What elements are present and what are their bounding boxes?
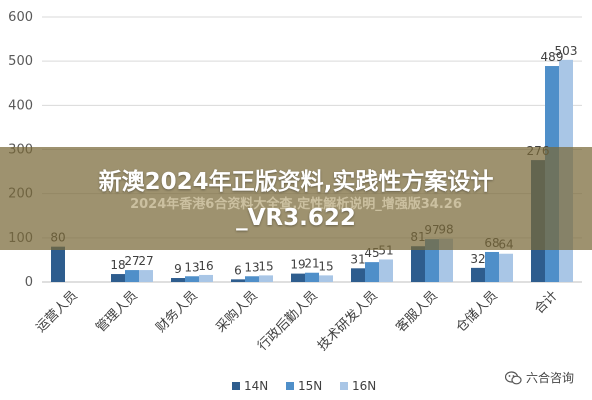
category-label: 管理人员 [93,288,140,335]
legend-swatch [286,382,294,390]
overlay-title: 新澳2024年正版资料,实践性方案设计 _VR3.622 [0,164,592,236]
bar [231,279,245,282]
legend-label: 15N [298,379,322,393]
watermark: 六合咨询 [504,369,574,386]
category-label: 合计 [532,288,561,317]
category-label: 客服人员 [393,288,441,336]
y-tick-label: 0 [25,275,33,290]
data-label: 6 [234,263,242,277]
category-label: 行政后勤人员 [255,288,321,354]
overlay-title-line1: 新澳2024年正版资料,实践性方案设计 [98,169,494,195]
bar [471,267,485,282]
data-label: 27 [138,254,153,268]
bar [125,270,139,282]
y-tick-label: 600 [8,10,33,25]
legend-swatch [340,382,348,390]
data-label: 18 [110,258,125,272]
bar [379,259,393,282]
data-label: 13 [244,260,259,274]
data-label: 32 [470,252,485,266]
bar [245,276,259,282]
data-label: 21 [304,257,319,271]
bar [185,276,199,282]
data-label: 489 [541,50,564,64]
watermark-text: 六合咨询 [525,371,574,385]
bar [351,268,365,282]
bar [139,270,153,282]
legend: 14N 15N 16N [232,379,376,393]
bar [171,278,185,282]
legend-label: 14N [244,379,268,393]
bar [411,246,425,282]
data-label: 27 [124,254,139,268]
bar [319,275,333,282]
category-label: 技术研发人员 [314,288,380,354]
category-label: 运营人员 [33,288,80,335]
y-tick-label: 400 [8,98,33,113]
wechat-icon [504,370,522,384]
overlay-title-line2: _VR3.622 [236,205,356,231]
overlay-ghost-text: 2024年香港6合资料大全查,定性解析说明_增强版34.26 [130,197,462,212]
data-label: 16 [198,259,213,273]
bar [51,246,65,282]
legend-label: 16N [352,379,376,393]
bar [291,273,305,282]
data-label: 503 [555,44,578,58]
data-label: 15 [258,259,273,273]
data-label: 19 [290,258,305,272]
data-label: 31 [350,252,365,266]
bar [305,272,319,282]
bar [365,262,379,282]
bar [199,274,213,282]
y-tick-label: 500 [8,54,33,69]
data-label: 13 [184,260,199,274]
bar [485,251,499,282]
category-label: 仓储人员 [453,288,500,335]
data-label: 9 [174,262,182,276]
data-label: 15 [318,259,333,273]
bar [259,275,273,282]
category-label: 财务人员 [153,288,201,336]
bar [111,274,125,282]
title-overlay-band [0,147,592,250]
category-label: 采购人员 [213,288,261,336]
legend-swatch [232,382,240,390]
bar [499,253,513,282]
